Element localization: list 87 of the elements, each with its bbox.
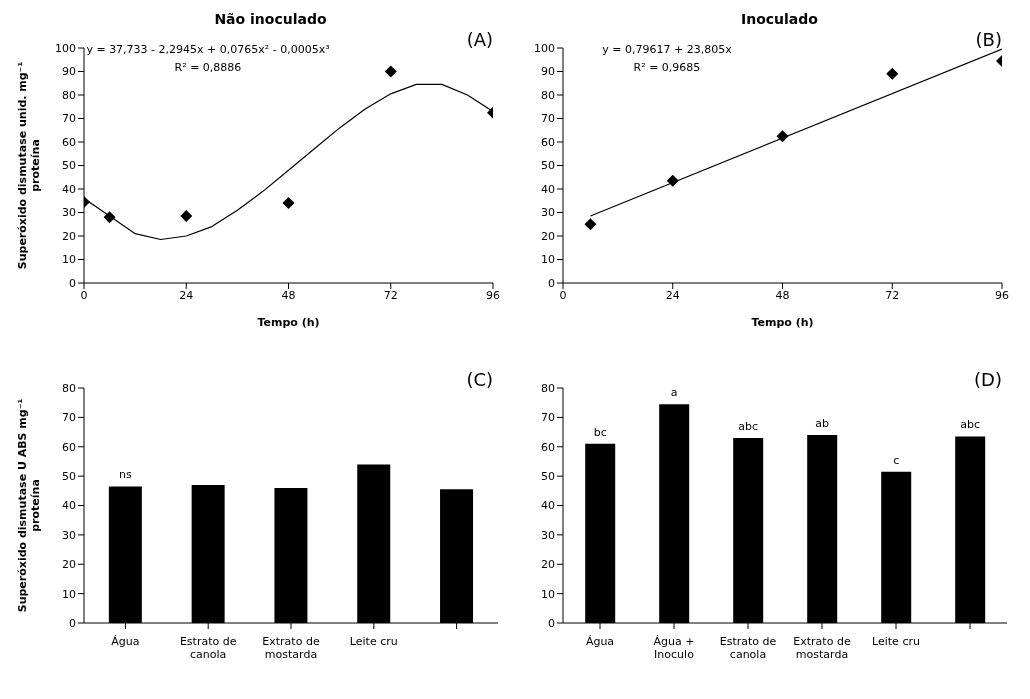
x-tick-label: 24 [179,288,194,302]
x-tick-label: 48 [281,288,296,302]
data-label: ab [815,417,830,430]
y-tick-label: 70 [62,112,76,126]
y-tick-label: 100 [55,41,76,55]
annotation: R² = 0,9685 [633,61,701,74]
x-tick-label: Água [585,635,615,648]
y-tick-label: 20 [62,558,76,572]
point [282,197,295,210]
y-tick-label: 30 [62,206,76,220]
y-tick-label: 60 [541,135,555,149]
point [180,210,193,223]
x-tick-label: 0 [559,288,567,302]
y-tick-label: 10 [62,253,76,267]
y-tick-label: 20 [62,229,76,243]
y-axis-title: Superóxido dismutase unid. mg⁻¹ proteína [16,61,42,270]
y-tick-label: 70 [541,112,555,126]
y-tick-label: 10 [541,587,555,601]
x-tick-label: 0 [80,288,88,302]
y-tick-label: 30 [541,206,555,220]
y-tick-label: 20 [541,229,555,243]
data-label: abc [960,418,981,432]
y-tick-label: 0 [69,616,76,630]
y-tick-label: 0 [548,276,555,290]
point [886,67,899,80]
y-tick-label: 50 [62,159,76,173]
y-tick-label: 90 [541,65,555,79]
y-tick-label: 0 [69,276,76,290]
y-axis-title: Superóxido dismutase U ABS mg⁻¹ proteína [16,398,42,613]
annotation: (B) [975,29,1002,50]
x-tick-label: Extrato de mostarda [793,635,851,661]
chart-title: Não inoculado [214,11,327,27]
x-tick-label: 96 [995,288,1009,302]
x-tick-label: 72 [383,288,398,302]
y-tick-label: 10 [541,253,555,267]
y-tick-label: 10 [62,587,76,601]
y-tick-label: 80 [62,88,76,102]
x-axis-title: Tempo (h) [751,316,814,329]
y-tick-label: 50 [62,470,76,484]
point [776,130,789,143]
x-tick-label: Água [111,635,140,648]
x-tick-label: 48 [775,288,790,302]
y-tick-label: 0 [548,616,555,630]
data-label: c [893,453,900,467]
data-label: abc [738,419,759,433]
y-tick-label: 60 [62,135,76,149]
x-tick-label: Leite cru [349,635,398,648]
y-tick-label: 30 [62,528,76,542]
x-tick-label: Extrato de mostarda [262,635,320,661]
x-tick-label: Estrato de canola [179,635,237,661]
y-tick-label: 40 [62,182,76,196]
y-tick-label: 60 [62,440,76,454]
x-tick-label: 72 [885,288,900,302]
data-label: a [670,386,678,400]
y-tick-label: 90 [62,65,76,79]
annotation: (A) [466,29,493,50]
chart-title: Inoculado [741,11,819,27]
y-tick-label: 20 [541,558,555,572]
annotation: y = 37,733 - 2,2945x + 0,0765x² - 0,0005x³ [86,43,330,56]
y-tick-label: 100 [534,41,555,55]
x-axis-title: Tempo (h) [257,316,320,329]
x-tick-label: Estrato de canola [719,635,777,661]
y-tick-label: 70 [62,411,76,425]
y-tick-label: 40 [541,499,555,513]
data-label: ns [118,468,132,482]
point [666,174,679,187]
annotation: R² = 0,8886 [174,61,242,74]
y-tick-label: 50 [541,470,555,484]
y-tick-label: 40 [541,182,555,196]
point [384,65,397,78]
x-tick-label: Água + Inoculo [653,635,695,661]
x-tick-label: 96 [486,288,500,302]
y-tick-label: 70 [541,411,555,425]
annotation: (C) [466,369,493,390]
annotation: (D) [974,369,1002,390]
y-tick-label: 80 [541,381,555,395]
y-tick-label: 50 [541,159,555,173]
x-tick-label: 24 [665,288,680,302]
y-tick-label: 80 [62,381,76,395]
data-label: bc [593,425,607,439]
y-tick-label: 60 [541,440,555,454]
point [584,218,597,231]
y-tick-label: 40 [62,499,76,513]
x-tick-label: Leite cru [872,635,920,648]
annotation: y = 0,79617 + 23,805x [602,43,733,56]
y-tick-label: 30 [541,528,555,542]
y-tick-label: 80 [541,88,555,102]
